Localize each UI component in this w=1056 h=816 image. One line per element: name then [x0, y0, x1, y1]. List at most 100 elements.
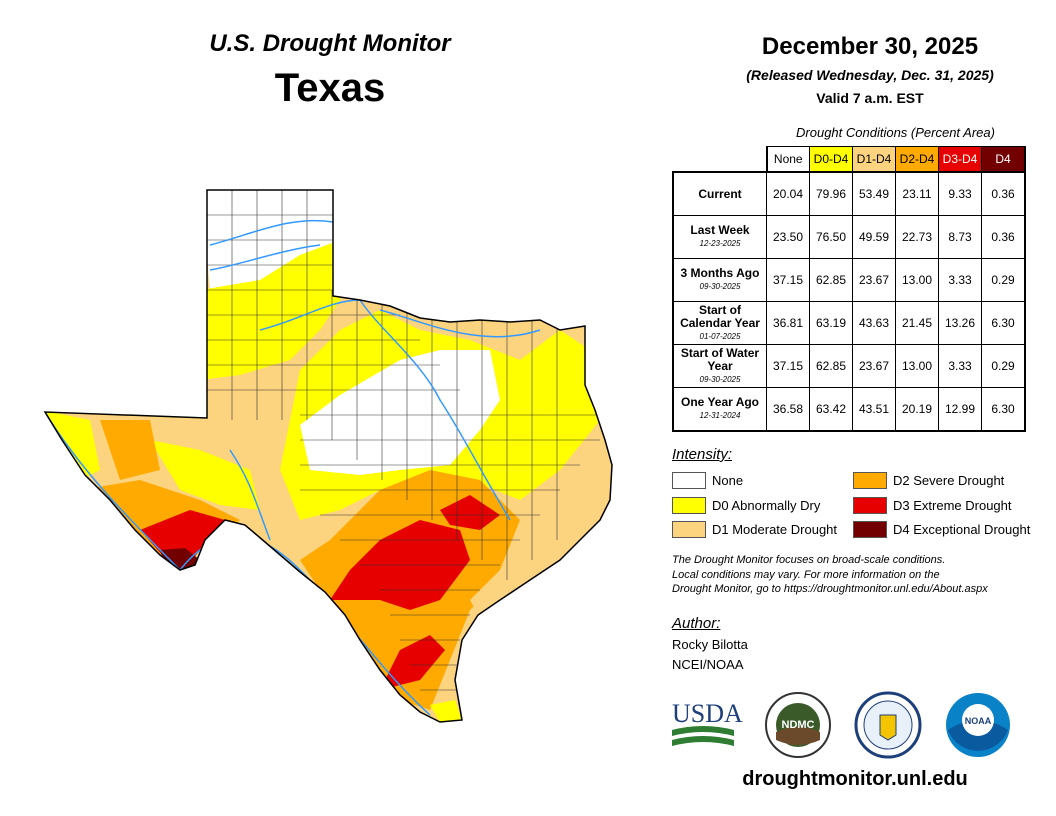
table-cell: 63.42 [809, 387, 853, 432]
table-cell: 13.00 [895, 344, 939, 388]
table-cell: 23.50 [766, 215, 810, 259]
none-area-central [300, 350, 500, 475]
release-date: (Released Wednesday, Dec. 31, 2025) [746, 67, 994, 83]
d3-area-bigbend [140, 510, 225, 575]
table-cell: 23.67 [852, 344, 896, 388]
table-cell: 62.85 [809, 344, 853, 388]
d3-area-hill-country [440, 495, 500, 530]
row-label: One Year Ago 12-31-2024 [672, 387, 767, 432]
table-cell: 9.33 [938, 171, 982, 216]
table-cell: 6.30 [981, 301, 1026, 345]
row-date: 12-23-2025 [699, 239, 741, 248]
table-row: Start of Water Year 09-30-2025 37.15 62.85 2… [672, 344, 1026, 388]
legend-label: D3 Extreme Drought [893, 498, 1012, 513]
author-org: NCEI/NOAA [672, 657, 744, 672]
table-cell: 3.33 [938, 344, 982, 388]
table-cell: 49.59 [852, 215, 896, 259]
table-cell: 37.15 [766, 258, 810, 302]
row-date: 01-07-2025 [699, 331, 741, 341]
map-date: December 30, 2025 [761, 33, 979, 60]
row-label: Current [672, 171, 767, 216]
table-cell: 37.15 [766, 344, 810, 388]
table-cell: 13.00 [895, 258, 939, 302]
legend-item: D4 Exceptional Drought [853, 521, 1030, 538]
legend-label: D0 Abnormally Dry [712, 498, 821, 513]
d0-area-panhandle [200, 240, 340, 380]
table-cell: 12.99 [938, 387, 982, 432]
note-line: The Drought Monitor focuses on broad-sca… [672, 554, 946, 566]
legend-label: D1 Moderate Drought [712, 522, 838, 537]
d2-area-west [100, 420, 160, 480]
table-cell: 6.30 [981, 387, 1026, 432]
row-label-text: Start of Calendar Year [680, 302, 760, 330]
row-label: 3 Months Ago 09-30-2025 [672, 258, 767, 302]
svg-text:USDA: USDA [672, 699, 743, 728]
texas-drought-map [44, 189, 613, 723]
legend-item: D3 Extreme Drought [853, 497, 1012, 514]
note-line: Local conditions may vary. For more info… [672, 568, 940, 581]
footer-url[interactable]: droughtmonitor.unl.edu [742, 768, 968, 790]
table-cell: 36.58 [766, 387, 810, 432]
noaa-logo: NOAA [946, 693, 1010, 757]
legend-item: D1 Moderate Drought [672, 521, 837, 538]
disclaimer-note: The Drought Monitor focuses on broad-sca… [672, 553, 1052, 597]
legend-swatch [672, 472, 706, 489]
table-row: One Year Ago 12-31-2024 36.58 63.42 43.51 20.… [672, 387, 1026, 432]
ndmc-logo: NDMC [765, 692, 831, 758]
legend-title: Intensity: [672, 446, 733, 463]
table-cell: 0.29 [981, 258, 1026, 302]
table-cell: 53.49 [852, 171, 896, 216]
col-header-d3-d4: D3-D4 [938, 146, 982, 173]
d0-area-transpecos [150, 440, 260, 510]
table-cell: 43.63 [852, 301, 896, 345]
row-label-text: Current [698, 186, 742, 201]
row-label-text: One Year Ago [680, 395, 760, 409]
table-row: 3 Months Ago 09-30-2025 37.15 62.85 23.67 13.… [672, 258, 1026, 302]
row-date: 09-30-2025 [699, 374, 741, 384]
table-cell: 3.33 [938, 258, 982, 302]
table-caption: Drought Conditions (Percent Area) [796, 125, 995, 140]
row-label: Last Week 12-23-2025 [672, 215, 767, 259]
legend-swatch [672, 497, 706, 514]
table-cell: 63.19 [809, 301, 853, 345]
d0-area-lower-valley [430, 700, 462, 722]
legend-swatch [853, 497, 887, 514]
table-cell: 43.51 [852, 387, 896, 432]
row-date: 09-30-2025 [699, 282, 741, 291]
agency-logos: USDA NDMC NOAA [672, 691, 1010, 759]
county-lines [207, 190, 600, 691]
row-label: Start of Water Year 09-30-2025 [672, 344, 767, 388]
row-label-text: 3 Months Ago [680, 266, 760, 280]
col-header-d2-d4: D2-D4 [895, 146, 939, 173]
legend-swatch [672, 521, 706, 538]
table-cell: 22.73 [895, 215, 939, 259]
row-label-text: Start of Water Year [680, 345, 760, 373]
table-row: Last Week 12-23-2025 23.50 76.50 49.59 22.73 8… [672, 215, 1026, 259]
table-cell: 36.81 [766, 301, 810, 345]
doc-seal-logo [854, 691, 922, 759]
row-date: 12-31-2024 [699, 411, 741, 420]
none-area-panhandle [200, 190, 340, 290]
legend-label: D2 Severe Drought [893, 473, 1005, 488]
table-row: Current 20.04 79.96 53.49 23.11 9.33 0.36 [672, 171, 1026, 216]
series-title: U.S. Drought Monitor [209, 30, 451, 57]
table-cell: 20.04 [766, 171, 810, 216]
legend-item: D2 Severe Drought [853, 472, 1004, 489]
table-cell: 23.11 [895, 171, 939, 216]
d1-area-coast [470, 500, 612, 615]
svg-text:NOAA: NOAA [965, 716, 992, 726]
table-corner [673, 146, 767, 173]
table-cell: 76.50 [809, 215, 853, 259]
col-header-d0-d4: D0-D4 [809, 146, 853, 173]
col-header-d4: D4 [981, 146, 1026, 173]
legend-swatch [853, 521, 887, 538]
author-label: Author: [672, 615, 721, 632]
col-header-d1-d4: D1-D4 [852, 146, 896, 173]
valid-time: Valid 7 a.m. EST [816, 90, 924, 106]
legend-swatch [853, 472, 887, 489]
table-cell: 62.85 [809, 258, 853, 302]
usda-logo: USDA [672, 699, 743, 746]
legend-label: D4 Exceptional Drought [893, 522, 1031, 537]
legend-label: None [712, 473, 744, 488]
note-line: Drought Monitor, go to https://droughtmo… [672, 583, 988, 595]
